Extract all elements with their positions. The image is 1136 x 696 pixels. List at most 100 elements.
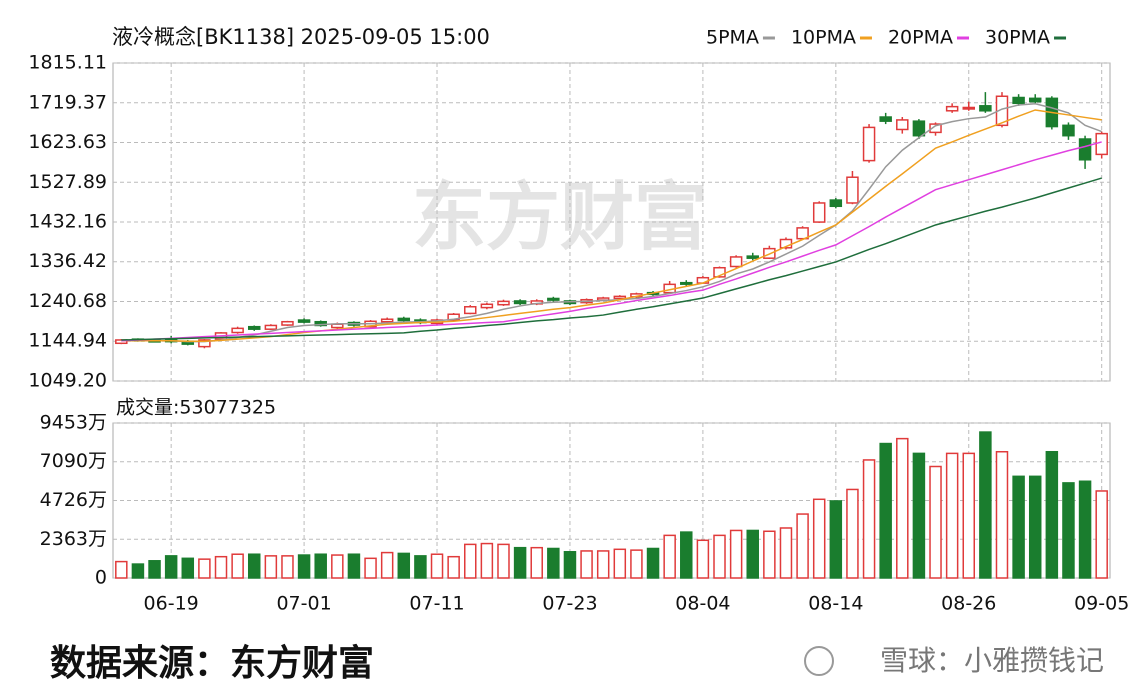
candle-body (962, 106, 976, 110)
candle-body (796, 227, 809, 240)
volume-bar (896, 437, 909, 579)
volume-bar (231, 553, 244, 579)
y-tick-label: 0 (95, 567, 107, 589)
candle-body (896, 119, 909, 131)
y-tick-label: 1815.11 (28, 52, 107, 74)
volume-bar (929, 465, 942, 579)
legend-label: 30PMA (985, 27, 1050, 49)
candle-body (862, 126, 876, 162)
y-tick-label: 4726万 (40, 489, 107, 511)
volume-bar (763, 530, 776, 579)
volume-bar (297, 554, 311, 579)
x-tick-label: 08-14 (808, 593, 863, 615)
candle-body (879, 116, 892, 122)
volume-bar (181, 557, 195, 579)
ma-line (121, 177, 1102, 341)
volume-bar (148, 560, 161, 579)
volume-bar (1062, 482, 1075, 579)
volume-bar (995, 450, 1009, 579)
volume-bar (962, 452, 976, 579)
candle-body (231, 327, 244, 334)
volume-bar (131, 563, 145, 579)
volume-bar (796, 513, 809, 579)
volume-bar (862, 459, 876, 579)
volume-bar (530, 546, 543, 579)
volume-bar (115, 560, 128, 579)
candle-body (314, 320, 327, 327)
candle-body (746, 255, 759, 259)
credit-icon (804, 646, 834, 676)
candle-body (613, 295, 627, 300)
volume-title: 成交量:53077325 (116, 397, 276, 419)
x-tick-label: 09-05 (1074, 593, 1129, 615)
volume-bar (630, 549, 643, 579)
y-tick-label: 9453万 (40, 412, 107, 434)
candle-body (1012, 96, 1025, 105)
volume-bar (397, 552, 411, 579)
candle-body (846, 176, 859, 204)
candle-body (1095, 132, 1108, 156)
candle-body (1062, 124, 1075, 137)
volume-bar (281, 555, 294, 579)
volume-bar (497, 543, 510, 579)
volume-bar (812, 498, 826, 579)
volume-bar (1095, 490, 1108, 579)
candle-body (912, 120, 926, 137)
candle-body (680, 281, 693, 285)
volume-bar (380, 551, 394, 579)
y-tick-label: 1240.68 (28, 290, 107, 312)
volume-bar (846, 488, 859, 579)
x-tick-label: 08-26 (941, 593, 996, 615)
volume-bar (430, 553, 444, 579)
y-tick-label: 1719.37 (28, 91, 107, 113)
y-tick-label: 2363万 (40, 528, 107, 550)
volume-bar (596, 550, 610, 579)
candle-body (464, 306, 477, 315)
volume-bar (1028, 475, 1042, 579)
candle-body (713, 266, 726, 278)
candle-body (198, 339, 211, 348)
x-tick-label: 06-19 (144, 593, 199, 615)
y-tick-label: 1144.94 (28, 330, 107, 352)
volume-bar (347, 553, 361, 579)
ma-line (121, 102, 1102, 343)
chart-title: 液冷概念[BK1138] 2025-09-05 15:00 (112, 25, 490, 49)
candle-body (264, 324, 278, 330)
candle-body (480, 303, 494, 309)
candle-body (297, 319, 311, 323)
candle-body (995, 95, 1009, 127)
y-tick-label: 1049.20 (28, 370, 107, 392)
volume-bar (331, 554, 344, 579)
volume-bar (680, 531, 693, 579)
candle-body (979, 105, 992, 112)
candle-body (547, 297, 560, 301)
candle-body (812, 202, 826, 223)
volume-bar (247, 553, 261, 579)
y-tick-label: 1527.89 (28, 171, 107, 193)
volume-bar (414, 555, 427, 579)
volume-bar (945, 452, 959, 579)
volume-bar (713, 534, 726, 579)
source: 数据来源：东方财富 (50, 642, 374, 684)
x-tick-label: 07-11 (409, 593, 464, 615)
x-tick-label: 08-04 (675, 593, 730, 615)
candle-body (929, 123, 942, 134)
candle-body (397, 317, 411, 322)
y-tick-label: 1623.63 (28, 131, 107, 153)
volume-bar (912, 452, 926, 579)
legend-label: 20PMA (888, 27, 953, 49)
candle-body (281, 320, 294, 326)
candle-body (945, 105, 959, 112)
volume-bar (464, 543, 477, 579)
volume-bar (480, 542, 494, 579)
volume-bar (1012, 475, 1025, 579)
watermark: 东方财富 (412, 175, 708, 261)
candle-body (380, 318, 394, 323)
volume-bar (979, 431, 992, 579)
ma-line (121, 141, 1102, 342)
candle-body (497, 300, 510, 306)
candle-body (829, 199, 843, 208)
volume-bar (214, 555, 228, 579)
volume-bar (580, 550, 593, 579)
